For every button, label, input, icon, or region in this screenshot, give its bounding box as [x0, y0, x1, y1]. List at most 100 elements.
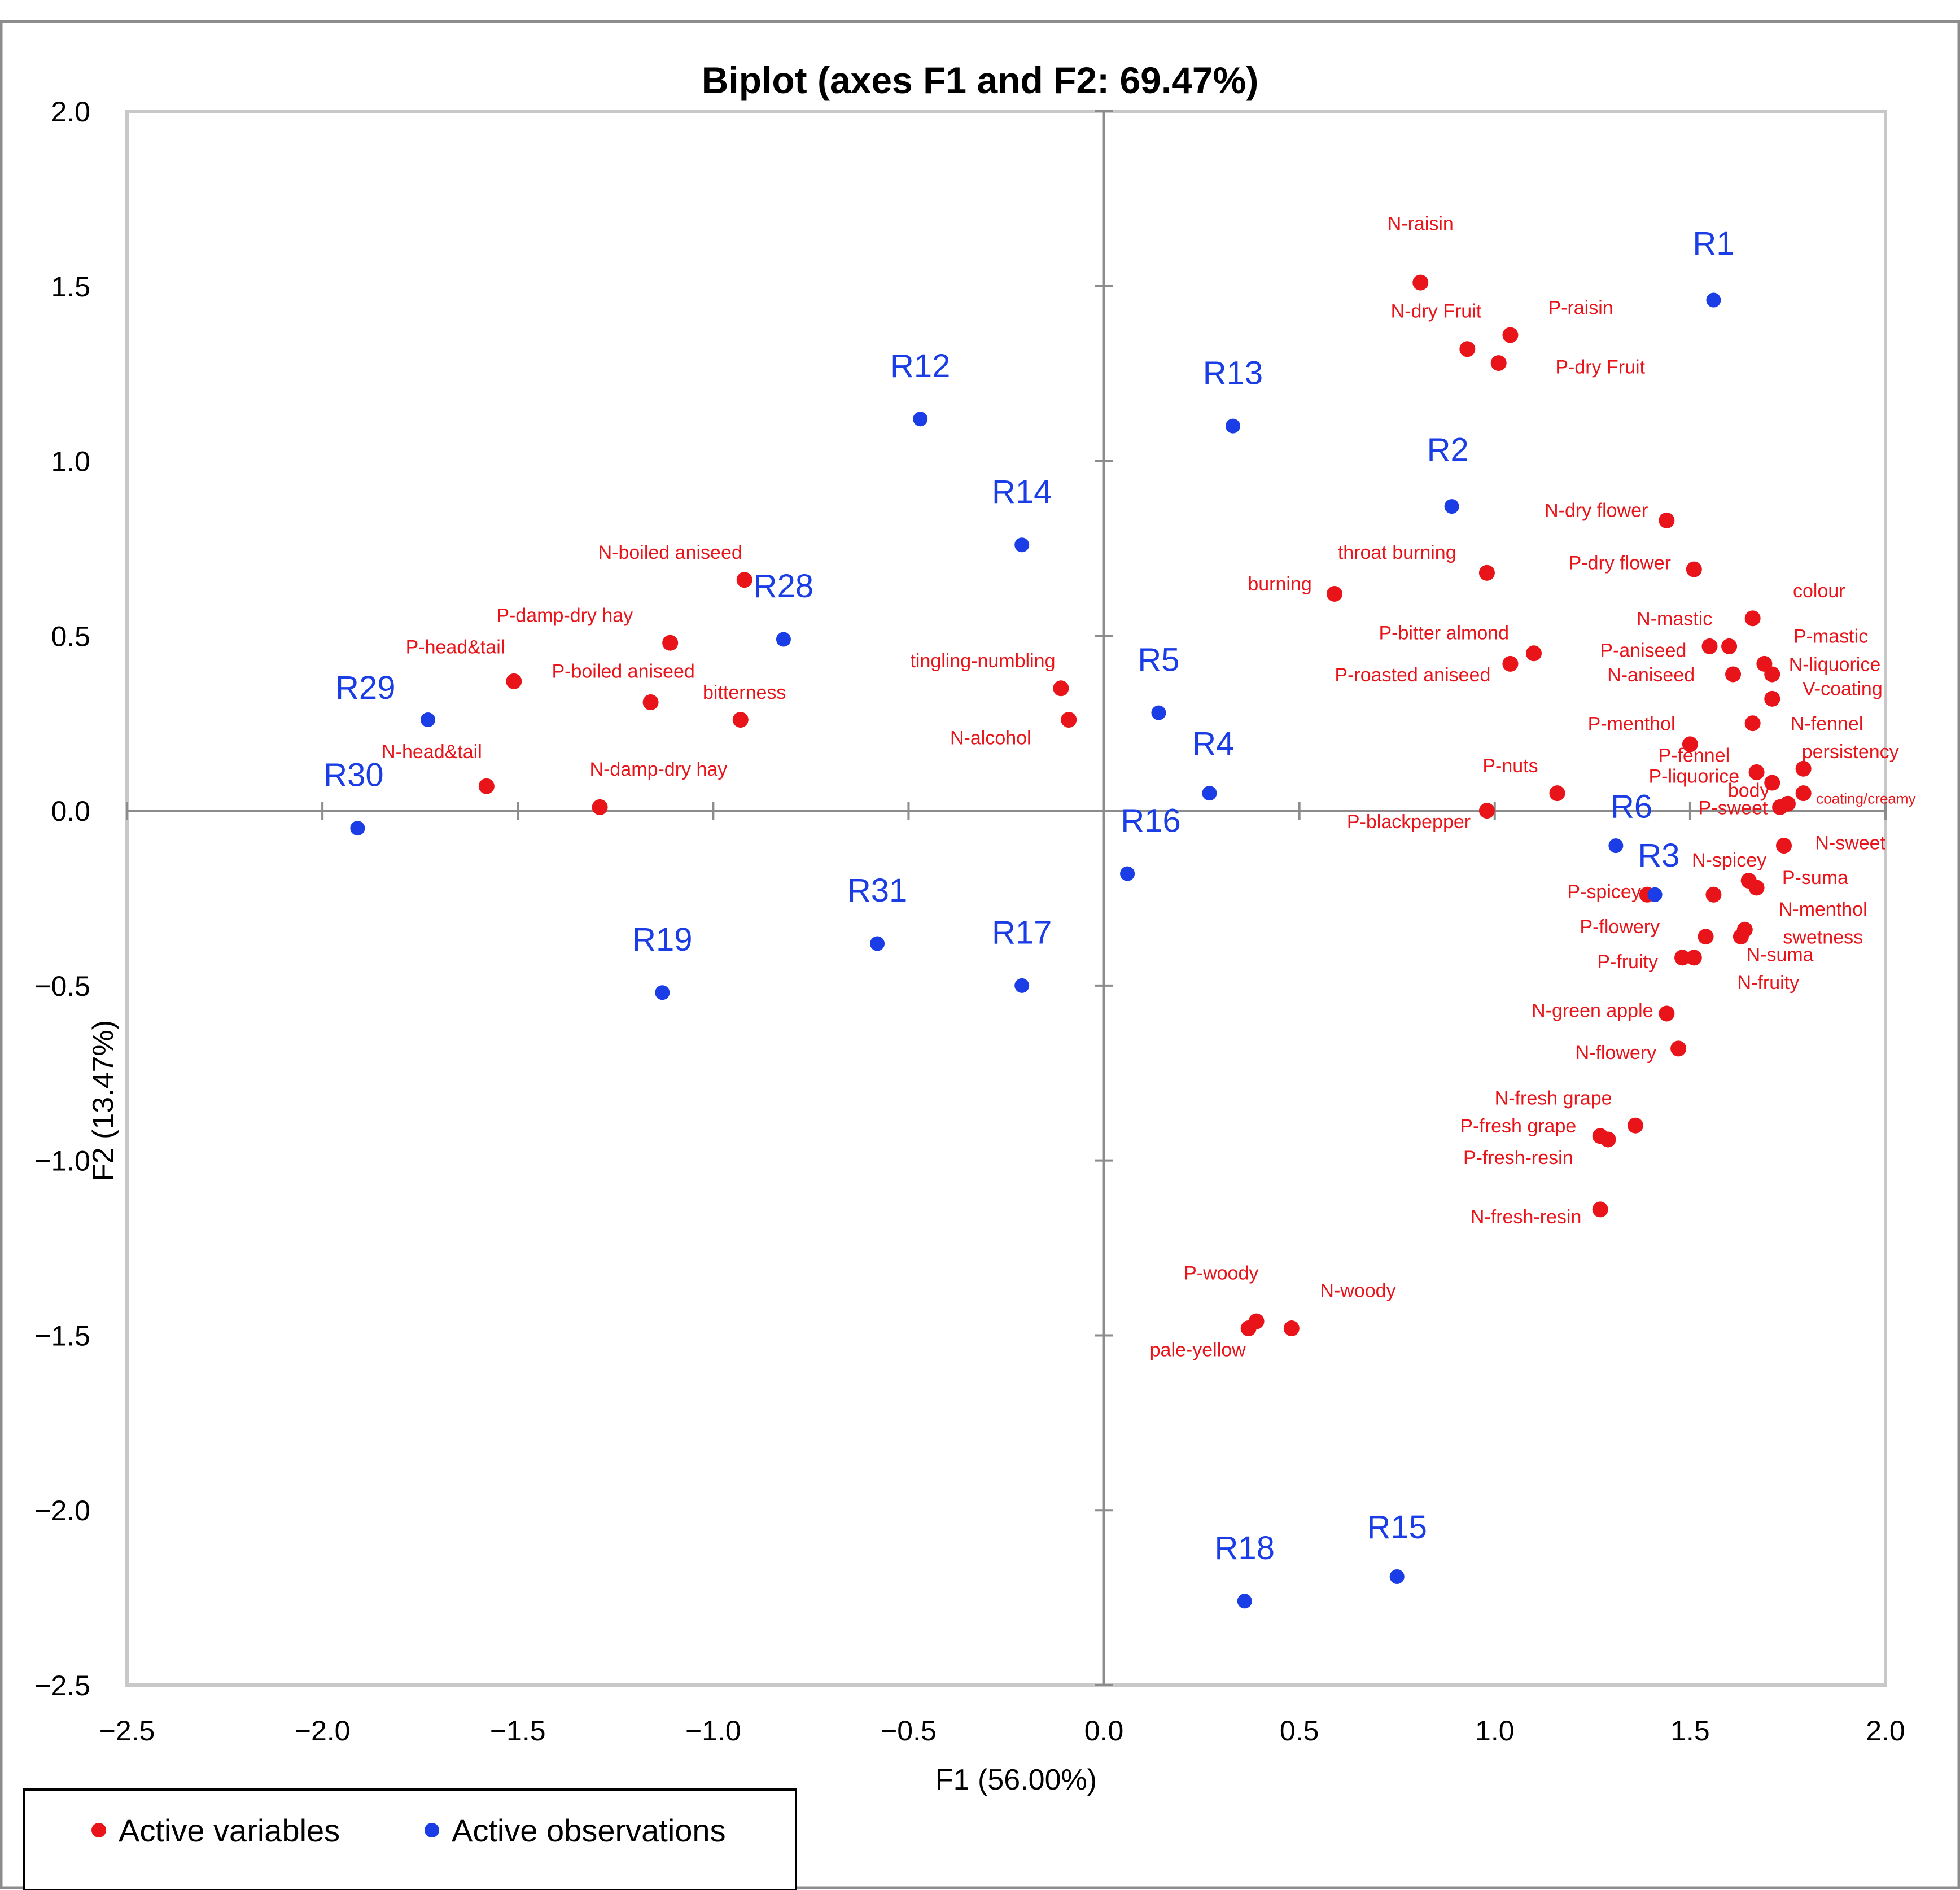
x-tick-label: 1.0	[1475, 1715, 1515, 1747]
x-tick-label: 1.5	[1670, 1715, 1710, 1747]
variable-point-n-woody	[1283, 1320, 1300, 1337]
x-tick-label: 0.0	[1084, 1715, 1124, 1747]
variable-label-pale-yellow: pale-yellow	[1150, 1340, 1246, 1361]
x-axis-title: F1 (56.00%)	[935, 1764, 1097, 1796]
chart-title: Biplot (axes F1 and F2: 69.47%)	[702, 59, 1259, 101]
variable-point-p-dry-flower	[1686, 561, 1702, 578]
variable-label-n-green-apple: N-green apple	[1532, 1000, 1653, 1022]
variable-point-coating-creamy	[1795, 785, 1812, 802]
y-axis-title: F2 (13.47%)	[87, 1020, 120, 1182]
variable-label-coating-creamy: coating/creamy	[1816, 790, 1915, 807]
plot-area-border	[125, 110, 1887, 1687]
x-tick-label: 0.5	[1280, 1715, 1319, 1747]
variable-point-p-blackpepper	[1478, 803, 1495, 819]
observation-point-r18	[1237, 1594, 1252, 1609]
variable-point-n-suma	[1733, 929, 1749, 945]
variable-label-n-spicey: N-spicey	[1692, 850, 1766, 871]
observation-point-r15	[1389, 1569, 1405, 1584]
variable-label-p-mastic: P-mastic	[1793, 626, 1868, 648]
y-tick-label: −2.0	[34, 1495, 90, 1526]
variable-point-p-roasted-aniseed	[1502, 655, 1519, 672]
variable-label-n-dry-flower: N-dry flower	[1545, 500, 1648, 522]
variable-point-p-raisin	[1502, 327, 1519, 343]
variable-point-n-aniseed	[1725, 666, 1742, 683]
variable-label-p-head-tail: P-head&tail	[406, 636, 505, 658]
variable-label-p-liquorice: P-liquorice	[1648, 766, 1739, 788]
variable-point-p-mastic	[1721, 638, 1738, 654]
x-tick-label: −1.0	[685, 1715, 741, 1747]
variable-label-n-menthol: N-menthol	[1779, 899, 1867, 920]
variable-point-p-liquorice	[1764, 775, 1780, 791]
variable-label-p-spicey: P-spicey	[1567, 881, 1640, 903]
legend-label-active-observations: Active observations	[452, 1813, 726, 1848]
variable-point-n-spicey	[1705, 886, 1722, 903]
variable-point-n-fresh-resin	[1592, 1201, 1608, 1218]
variable-label-p-woody: P-woody	[1184, 1262, 1258, 1284]
observation-label-r30: R30	[323, 757, 383, 794]
variable-point-pale-yellow	[1240, 1320, 1257, 1337]
observation-label-r29: R29	[335, 670, 395, 706]
observation-label-r16: R16	[1121, 802, 1180, 839]
variable-point-p-boiled-aniseed	[642, 694, 659, 711]
y-tick-label: 1.5	[51, 271, 90, 303]
variable-point-n-head-tail	[478, 778, 495, 794]
variable-label-n-fennel: N-fennel	[1791, 714, 1863, 735]
variable-label-n-aniseed: N-aniseed	[1607, 664, 1695, 686]
variable-point-n-fresh-grape	[1627, 1117, 1643, 1134]
variable-point-n-dry-fruit	[1459, 341, 1476, 357]
variable-label-p-damp-dry-hay: P-damp-dry hay	[496, 605, 633, 627]
variable-point-n-raisin	[1412, 274, 1429, 291]
observation-point-r1	[1706, 292, 1721, 308]
variable-label-swetness: swetness	[1783, 927, 1863, 948]
variable-label-n-raisin: N-raisin	[1388, 213, 1454, 235]
variable-point-p-fennel	[1748, 764, 1765, 780]
observation-label-r5: R5	[1138, 641, 1179, 678]
observation-label-r15: R15	[1367, 1509, 1427, 1546]
variable-point-n-mastic	[1701, 638, 1718, 654]
variable-label-burning: burning	[1248, 574, 1311, 595]
observation-point-r5	[1151, 705, 1166, 720]
x-tick-label: −2.5	[99, 1715, 155, 1747]
legend-label-active-variables: Active variables	[119, 1813, 340, 1848]
y-tick-label: 2.0	[51, 96, 90, 128]
variable-label-p-sweet: P-sweet	[1699, 797, 1768, 819]
variable-point-n-liquorice	[1764, 666, 1780, 683]
variable-label-p-fresh-resin: P-fresh-resin	[1463, 1147, 1573, 1169]
variable-label-tingling-numbling: tingling-numbling	[910, 650, 1055, 672]
variable-label-p-menthol: P-menthol	[1588, 714, 1675, 735]
variable-point-n-fennel	[1744, 715, 1761, 732]
variable-label-n-damp-dry-hay: N-damp-dry hay	[590, 759, 728, 780]
variable-label-p-dry-fruit: P-dry Fruit	[1555, 357, 1645, 378]
variable-label-body: body	[1728, 780, 1770, 801]
observation-point-r29	[421, 712, 436, 728]
variable-label-n-fresh-grape: N-fresh grape	[1495, 1088, 1612, 1109]
variable-label-n-head-tail: N-head&tail	[382, 741, 482, 763]
observation-point-r4	[1202, 786, 1217, 801]
y-tick-label: 0.5	[51, 620, 90, 652]
variable-point-persistency	[1795, 760, 1812, 777]
x-tick-label: −2.0	[295, 1715, 351, 1747]
observation-label-r19: R19	[632, 921, 692, 958]
legend-marker-active-variables	[91, 1823, 106, 1838]
observation-label-r1: R1	[1692, 225, 1734, 262]
variable-label-throat-burning: throat burning	[1338, 542, 1456, 563]
variable-label-p-suma: P-suma	[1782, 867, 1848, 889]
variable-label-n-flowery: N-flowery	[1576, 1042, 1657, 1064]
variable-label-n-dry-fruit: N-dry Fruit	[1391, 301, 1482, 322]
variable-point-n-boiled-aniseed	[736, 572, 753, 588]
variable-label-p-boiled-aniseed: P-boiled aniseed	[552, 661, 694, 683]
variable-point-bitterness	[732, 712, 749, 728]
variable-point-n-fruity	[1686, 950, 1702, 966]
variable-point-p-nuts	[1549, 785, 1565, 802]
variable-label-n-liquorice: N-liquorice	[1789, 654, 1881, 675]
variable-point-colour	[1744, 610, 1761, 627]
observation-label-r28: R28	[754, 568, 813, 605]
y-tick-label: −2.5	[34, 1670, 90, 1701]
observation-label-r18: R18	[1215, 1530, 1275, 1567]
observation-point-r13	[1225, 418, 1240, 434]
observation-point-r19	[655, 985, 670, 1000]
observation-point-r2	[1444, 499, 1459, 514]
legend: Active variables Active observations	[23, 1788, 797, 1890]
observation-point-r6	[1608, 838, 1624, 854]
